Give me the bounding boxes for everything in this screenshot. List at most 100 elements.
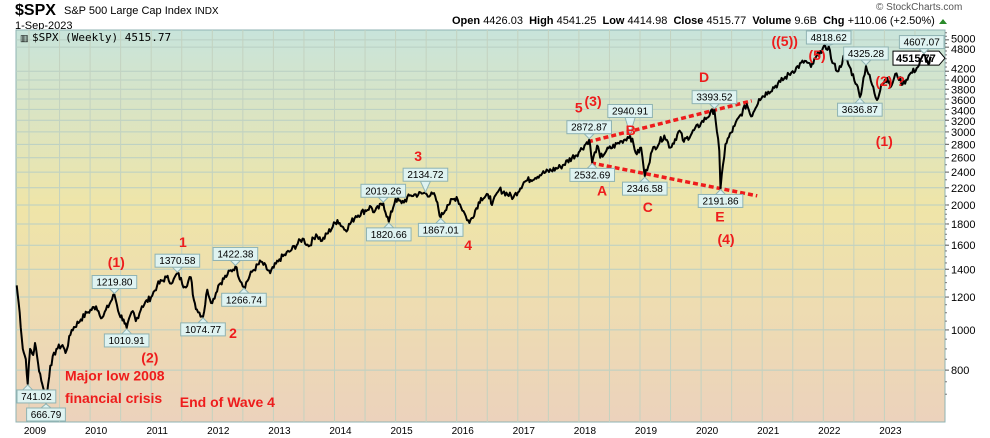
price-label-text: 1010.91 <box>109 336 146 347</box>
annotation-note: Major low 2008 <box>65 368 165 384</box>
annotation-note: financial crisis <box>65 390 162 406</box>
price-label: 666.79 <box>26 403 66 422</box>
price-label: 2940.91 <box>607 103 653 137</box>
low-label: Low <box>602 15 625 27</box>
price-label-box <box>837 102 883 117</box>
legend-title: $SPX (Weekly) 4515.77 <box>32 31 171 44</box>
price-label: 2872.87 <box>566 120 612 140</box>
exchange: INDX <box>194 6 219 17</box>
price-label-box <box>154 253 201 268</box>
annotation-note: End of Wave 4 <box>180 394 275 410</box>
price-label-box <box>417 222 464 237</box>
price-label-box <box>566 120 612 135</box>
price-label: 1010.91 <box>103 328 150 348</box>
price-label: 4818.62 <box>805 30 852 46</box>
price-label: 1266.74 <box>221 287 267 307</box>
wave-label: (5) <box>809 47 826 63</box>
x-tick-label: 2019 <box>635 426 658 437</box>
x-tick-label: 2016 <box>452 426 475 437</box>
x-tick-label: 2023 <box>879 426 902 437</box>
price-label: 741.02 <box>16 384 57 404</box>
price-label-box <box>91 275 138 290</box>
date: 1-Sep-2023 <box>15 20 73 32</box>
y-tick-label: 2200 <box>951 183 975 195</box>
price-label-box <box>212 246 259 261</box>
price-label: 1219.80 <box>91 275 138 295</box>
close-value: 4515.77 <box>706 15 747 27</box>
trendlines <box>587 99 758 198</box>
wave-label: (1) <box>876 133 893 149</box>
low-value: 4414.98 <box>627 15 668 27</box>
price-label-text: 4607.07 <box>904 38 941 49</box>
price-label: 1074.77 <box>180 317 226 337</box>
axes: 5000480042004000380036003400320030002800… <box>24 32 975 437</box>
y-tick-label: 4200 <box>951 64 975 76</box>
upper-triangle-line <box>587 99 753 144</box>
x-tick-label: 2017 <box>513 426 536 437</box>
y-tick-label: 4000 <box>951 74 975 86</box>
price-label: 2134.72 <box>402 167 449 194</box>
price-label: 1867.01 <box>417 217 464 237</box>
wave-label: (4) <box>717 231 734 247</box>
wave-label: 5 <box>575 100 583 116</box>
wave-label: 2 <box>229 325 237 341</box>
price-label-text: 1074.77 <box>185 325 222 336</box>
price-label-box <box>621 181 668 196</box>
wave-labels: (1) (2) 1 2 3 4 5 (3) A B C D E (4) ((5)) (5) (1) (2) ? Ma… <box>65 33 905 410</box>
chg-value: +110.06 (+2.50%) <box>847 15 935 27</box>
price-labels: 741.02 666.79 1219.80 1010.91 1370.58 1074.77… <box>16 30 945 422</box>
y-tick-label: 2000 <box>951 200 975 212</box>
x-tick-label: 2015 <box>390 426 413 437</box>
bar-chart-icon: ▥ <box>20 33 29 43</box>
grid <box>16 30 945 422</box>
up-arrow-icon <box>938 19 947 24</box>
last-price-box <box>892 50 946 66</box>
x-tick-label: 2022 <box>818 426 841 437</box>
price-label-text: 2019.26 <box>365 186 402 197</box>
wave-label: (1) <box>108 254 125 270</box>
price-label: 3393.52 <box>691 90 738 110</box>
price-label: 3636.87 <box>837 97 883 117</box>
plot-area <box>15 29 946 423</box>
price-label-text: 2191.86 <box>702 196 739 207</box>
price-label-text: 1370.58 <box>159 256 196 267</box>
x-tick-label: 2020 <box>696 426 719 437</box>
open-label: Open <box>452 15 481 27</box>
price-label: 1370.58 <box>154 253 201 273</box>
x-tick-label: 2018 <box>574 426 597 437</box>
y-tick-label: 2600 <box>951 153 975 165</box>
x-tick-label: 2012 <box>207 426 230 437</box>
wave-label: (3) <box>585 93 602 109</box>
y-tick-label: 3200 <box>951 116 975 128</box>
price-label-text: 2872.87 <box>571 123 608 134</box>
y-tick-label: 1600 <box>951 240 975 252</box>
chg-label: Chg <box>823 15 845 27</box>
price-label-text: 4818.62 <box>811 33 848 44</box>
wave-label: 1 <box>179 234 187 250</box>
x-tick-label: 2021 <box>757 426 780 437</box>
lower-triangle-line <box>590 161 758 198</box>
open-value: 4426.03 <box>483 15 523 27</box>
symbol: $SPX <box>15 2 56 19</box>
price-label-text: 3636.87 <box>842 105 879 116</box>
price-label: 2191.86 <box>697 188 744 208</box>
price-label-box <box>805 30 852 45</box>
wave-label: A <box>597 183 607 199</box>
price-label-box <box>691 90 738 105</box>
index-name: S&P 500 Large Cap Index <box>64 5 192 17</box>
y-tick-label: 3400 <box>951 106 975 118</box>
x-tick-label: 2011 <box>146 426 168 437</box>
x-tick-label: 2010 <box>85 426 108 437</box>
price-label-box <box>360 183 407 198</box>
price-label-text: 2940.91 <box>612 106 649 117</box>
x-tick-label: 2013 <box>268 426 291 437</box>
volume-label: Volume <box>752 15 792 27</box>
y-tick-label: 5000 <box>951 33 975 45</box>
price-label-text: 741.02 <box>21 392 52 403</box>
price-label-box <box>569 167 616 182</box>
y-tick-label: 3000 <box>951 127 975 139</box>
price-label: 2019.26 <box>360 183 407 203</box>
price-label: 2532.69 <box>569 162 616 182</box>
